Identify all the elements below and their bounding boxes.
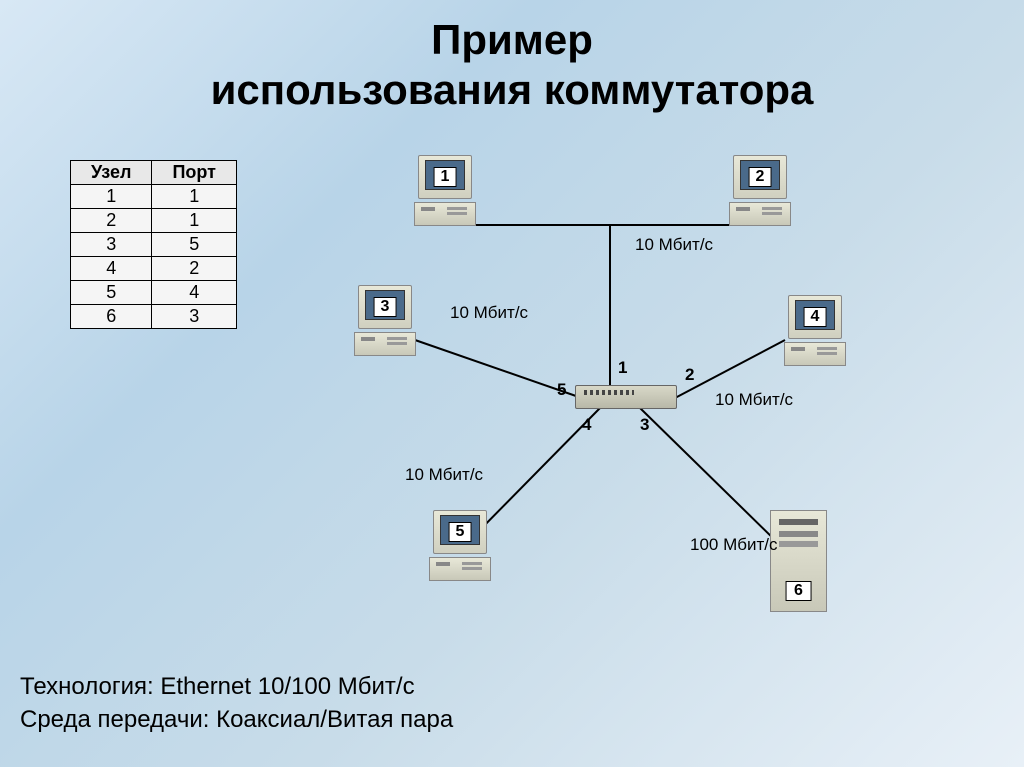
speed-label-4: 10 Мбит/с bbox=[715, 390, 793, 410]
node-pc2: 2 bbox=[725, 155, 795, 235]
speed-label-1: 10 Мбит/с bbox=[635, 235, 713, 255]
mac-table: Узел Порт 112135425463 bbox=[70, 160, 237, 329]
node-server: 6 bbox=[770, 510, 827, 612]
node-pc3: 3 bbox=[350, 285, 420, 365]
node-pc1: 1 bbox=[410, 155, 480, 235]
switch-icon bbox=[575, 385, 677, 409]
table-row: 54 bbox=[71, 281, 237, 305]
port-5-label: 5 bbox=[557, 380, 566, 400]
table-header-port: Порт bbox=[152, 161, 237, 185]
table-row: 42 bbox=[71, 257, 237, 281]
port-3-label: 3 bbox=[640, 415, 649, 435]
table-row: 63 bbox=[71, 305, 237, 329]
table-row: 11 bbox=[71, 185, 237, 209]
port-4-label: 4 bbox=[582, 415, 591, 435]
speed-label-5: 10 Мбит/с bbox=[405, 465, 483, 485]
network-diagram: 1 2 3 4 5 6 1 2 3 4 5 10 Мбит/с 10 Мбит/… bbox=[350, 140, 1000, 620]
table-header-node: Узел bbox=[71, 161, 152, 185]
port-2-label: 2 bbox=[685, 365, 694, 385]
node-pc4: 4 bbox=[780, 295, 850, 375]
table-row: 21 bbox=[71, 209, 237, 233]
footer-text: Технология: Ethernet 10/100 Мбит/с Среда… bbox=[20, 670, 453, 737]
slide-title: Пример использования коммутатора bbox=[0, 0, 1024, 116]
speed-label-6: 100 Мбит/с bbox=[690, 535, 778, 555]
speed-label-3: 10 Мбит/с bbox=[450, 303, 528, 323]
table-row: 35 bbox=[71, 233, 237, 257]
node-pc5: 5 bbox=[425, 510, 495, 590]
port-1-label: 1 bbox=[618, 358, 627, 378]
